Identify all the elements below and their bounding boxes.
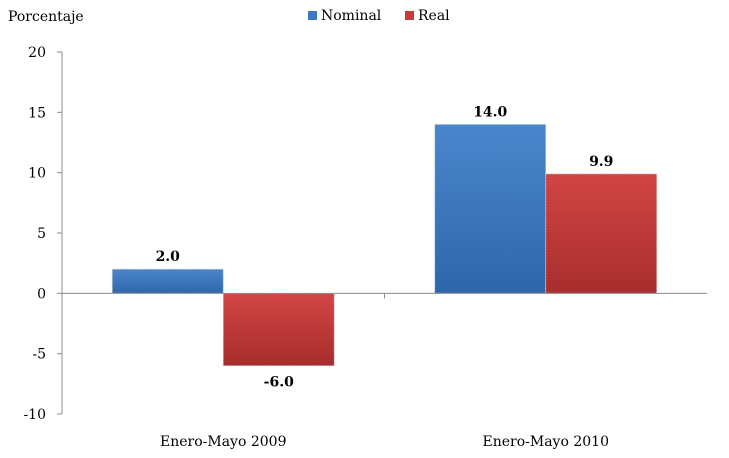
y-tick-label: 0	[37, 286, 46, 302]
y-tick-label: -5	[32, 347, 46, 363]
legend-swatch-real	[405, 11, 414, 20]
y-axis: 20 15 10 5 0 -5 -10	[23, 45, 63, 423]
bar-real-1	[545, 173, 658, 294]
data-label-real-0: -6.0	[264, 375, 294, 391]
y-tick-label: 15	[28, 105, 46, 121]
legend-label-real: Real	[418, 8, 450, 24]
x-axis: Enero-Mayo 2009 Enero-Mayo 2010	[62, 292, 707, 450]
bar-nominal-1	[434, 124, 547, 294]
value-labels: 2.0 -6.0 14.0 9.9	[156, 104, 614, 390]
y-tick-label: -10	[23, 407, 46, 423]
bars	[111, 124, 658, 367]
x-category-label: Enero-Mayo 2010	[483, 434, 609, 450]
legend: Nominal Real	[308, 8, 450, 24]
data-label-nominal-1: 14.0	[473, 104, 507, 120]
y-tick-label: 10	[28, 166, 46, 182]
data-label-real-1: 9.9	[589, 154, 613, 170]
x-category-label: Enero-Mayo 2009	[160, 434, 286, 450]
data-label-nominal-0: 2.0	[156, 249, 181, 265]
y-tick-label: 20	[28, 45, 46, 61]
y-axis-label: Porcentaje	[8, 9, 84, 25]
bar-nominal-0	[111, 268, 224, 294]
legend-swatch-nominal	[308, 11, 317, 20]
y-tick-label: 5	[37, 226, 46, 242]
bar-real-0	[222, 292, 335, 367]
legend-label-nominal: Nominal	[321, 8, 382, 24]
